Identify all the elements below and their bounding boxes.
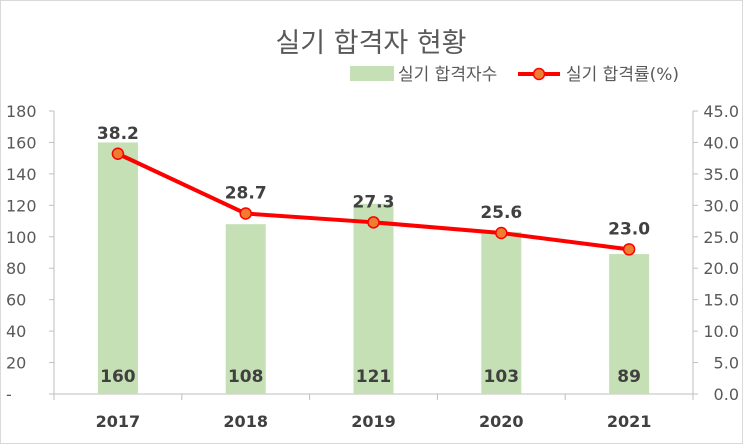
left-axis-tick-label: 80 [6,259,26,278]
line-point [367,216,380,229]
right-axis-tick-label: 15.0 [703,291,739,310]
bar [481,232,522,394]
x-axis-tick-label: 2018 [223,412,268,431]
legend: 실기 합격자수 실기 합격률(%) [350,65,679,85]
line-data-label: 27.3 [353,192,395,212]
right-axis-tick-label: 45.0 [703,102,739,121]
bar-data-label: 89 [617,367,641,387]
left-axis-tick-label: 180 [6,102,37,121]
bar-data-label: 108 [228,367,264,387]
bar [225,224,266,394]
bar-data-label: 103 [484,367,520,387]
line-point [495,226,508,240]
line-point [111,147,125,161]
x-axis-tick-label: 2020 [479,412,524,431]
left-axis-tick-label: 140 [6,165,37,184]
line-point [239,207,252,220]
bar [609,254,650,394]
right-axis-tick-label: 20.0 [703,259,739,278]
line-data-label: 38.2 [97,124,139,144]
axes: - 20 40 60 80 100 120 140 160 180 0.0 5.0 10.0 15.0 20… [6,102,739,431]
left-axis-tick-label: 120 [6,196,37,215]
data-labels: 160 108 121 103 89 38.2 28.7 27.3 25.6 23.0 [97,124,650,387]
right-axis-tick-label: 0.0 [714,385,739,404]
left-axis-tick-label: 20 [6,354,26,373]
line-series [111,147,636,256]
legend-line-label: 실기 합격률(%) [566,65,679,85]
legend-line-marker [532,67,546,81]
right-axis-tick-label: 35.0 [703,165,739,184]
left-axis-tick-label: 160 [6,133,37,152]
left-axis-tick-label: 60 [6,291,26,310]
line-point [622,243,636,256]
right-axis-tick-label: 30.0 [703,196,739,215]
bar [97,142,138,394]
bar-series [97,142,650,394]
right-axis-tick-label: 40.0 [703,133,739,152]
line-data-label: 28.7 [225,184,267,204]
legend-bar-swatch [350,66,394,81]
line-data-label: 25.6 [480,203,522,223]
bar-data-label: 160 [100,367,136,387]
x-axis-tick-label: 2017 [96,412,141,431]
right-axis-tick-label: 25.0 [703,228,739,247]
bar [353,203,394,394]
x-axis-tick-label: 2021 [607,412,652,431]
left-axis-tick-label: - [6,385,12,404]
legend-bar-label: 실기 합격자수 [398,65,497,85]
left-axis-tick-label: 100 [6,228,37,247]
right-axis-tick-label: 10.0 [703,322,739,341]
bar-data-label: 121 [356,367,392,387]
chart-title: 실기 합격자 현황 [275,28,466,59]
left-axis-tick-label: 40 [6,322,26,341]
line-data-label: 23.0 [608,219,650,239]
x-axis-tick-label: 2019 [351,412,396,431]
right-axis-tick-label: 5.0 [714,354,739,373]
